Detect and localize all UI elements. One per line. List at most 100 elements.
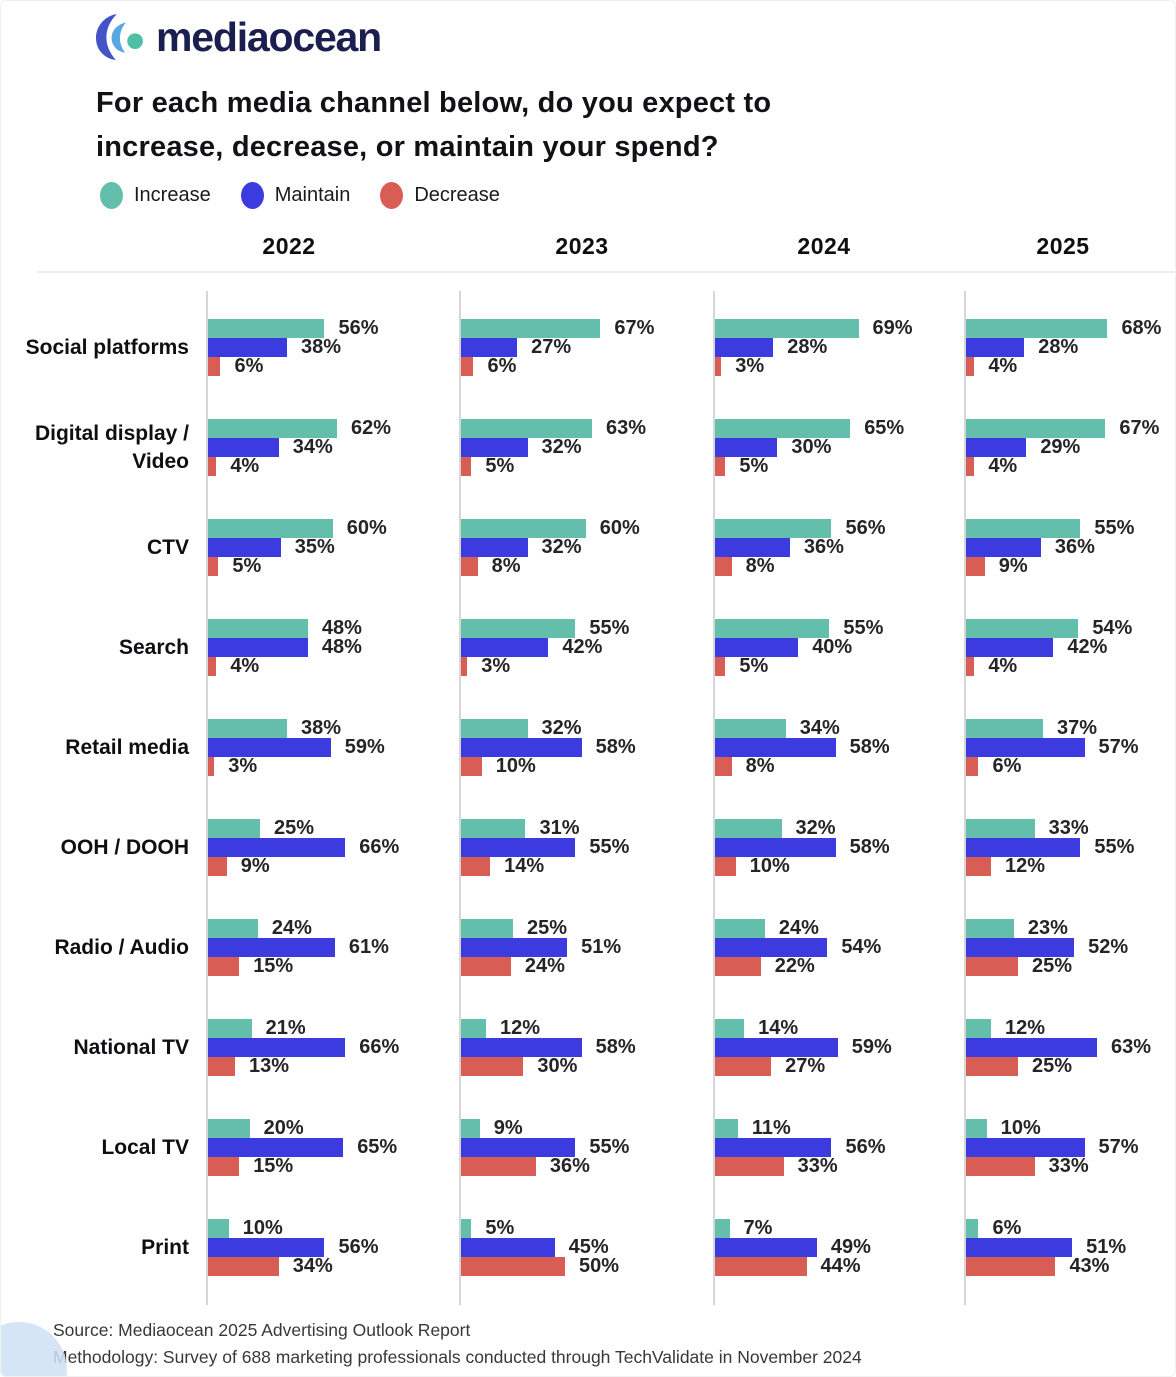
bar-value-label: 5% — [739, 655, 769, 677]
bar-group-2025: 55% 36% 9% — [966, 517, 1134, 577]
decrease-bar — [966, 957, 1018, 976]
bar-line: 12% — [966, 1017, 1151, 1039]
bar-value-label: 5% — [739, 455, 769, 477]
bar-value-label: 58% — [595, 1036, 636, 1058]
bar-value-label: 55% — [589, 836, 630, 858]
bar-value-label: 55% — [589, 617, 630, 639]
decrease-bar — [715, 657, 726, 676]
decrease-bar — [208, 757, 215, 776]
maintain-bar — [208, 338, 288, 357]
maintain-bar — [715, 338, 774, 357]
bar-line: 33% — [715, 1155, 886, 1177]
increase-bar — [461, 619, 576, 638]
bar-value-label: 15% — [253, 955, 294, 977]
bar-line: 10% — [966, 1117, 1139, 1139]
increase-bar — [966, 819, 1035, 838]
bar-line: 56% — [715, 1136, 886, 1158]
bar-line: 12% — [966, 855, 1134, 877]
bar-line: 24% — [208, 917, 389, 939]
legend-item-decrease: Decrease — [380, 182, 500, 209]
bar-value-label: 34% — [292, 1255, 333, 1277]
increase-bar — [715, 719, 786, 738]
bar-value-label: 32% — [541, 436, 582, 458]
bar-line: 44% — [715, 1255, 871, 1277]
bar-line: 34% — [208, 1255, 379, 1277]
bar-value-label: 24% — [271, 917, 312, 939]
bar-value-label: 36% — [549, 1155, 590, 1177]
bar-value-label: 9% — [493, 1117, 523, 1139]
bar-line: 4% — [966, 455, 1159, 477]
bar-line: 65% — [208, 1136, 397, 1158]
bar-line: 61% — [208, 936, 389, 958]
year-header-2023: 2023 — [555, 233, 609, 259]
bar-value-label: 35% — [294, 536, 335, 558]
bar-line: 4% — [966, 355, 1161, 377]
bar-line: 43% — [966, 1255, 1126, 1277]
year-header-2025: 2025 — [1036, 233, 1090, 259]
maintain-bar — [461, 538, 528, 557]
bar-value-label: 32% — [541, 536, 582, 558]
bar-line: 67% — [966, 417, 1160, 439]
bar-line: 32% — [461, 536, 640, 558]
increase-bar — [208, 819, 260, 838]
bar-line: 65% — [715, 417, 904, 439]
decrease-bar — [966, 357, 975, 376]
bar-group-2024: 32% 58% 10% — [715, 817, 890, 877]
mediaocean-logo: mediaocean — [94, 13, 382, 61]
bar-line: 5% — [715, 455, 904, 477]
channel-label: OOH / DOOH — [60, 835, 189, 859]
bar-line: 4% — [208, 655, 362, 677]
channel-label: Search — [118, 635, 189, 659]
increase-bar — [208, 1019, 252, 1038]
bar-value-label: 66% — [359, 1036, 400, 1058]
bar-group-2023: 25% 51% 24% — [461, 917, 621, 977]
chart-title: For each media channel below, do you exp… — [96, 81, 996, 169]
increase-bar — [461, 419, 593, 438]
bar-line: 25% — [461, 917, 621, 939]
bar-line: 36% — [461, 1155, 629, 1177]
maintain-bar — [208, 838, 346, 857]
bar-value-label: 54% — [1092, 617, 1133, 639]
maintain-bar — [461, 738, 582, 757]
maintain-bar — [715, 538, 790, 557]
bar-value-label: 3% — [481, 655, 511, 677]
bar-line: 42% — [461, 636, 629, 658]
bar-value-label: 58% — [595, 736, 636, 758]
decrease-bar — [715, 1157, 784, 1176]
decrease-dot-icon — [380, 182, 404, 209]
bar-line: 5% — [208, 555, 387, 577]
increase-dot-icon — [100, 182, 123, 209]
bar-line: 55% — [461, 1136, 629, 1158]
bar-group-2022: 56% 38% 6% — [208, 317, 379, 377]
increase-bar — [966, 619, 1079, 638]
bar-line: 8% — [715, 555, 886, 577]
bar-value-label: 27% — [531, 336, 572, 358]
decrease-bar — [208, 457, 217, 476]
channel-row: Local TV 20% 65% 15% 9% 55% 36% 11% 56% 33% 10% 57%… — [1, 1117, 1175, 1177]
bar-value-label: 7% — [743, 1217, 773, 1239]
decrease-bar — [208, 857, 227, 876]
maintain-bar — [461, 338, 518, 357]
bar-value-label: 6% — [487, 355, 517, 377]
bar-value-label: 27% — [785, 1055, 826, 1077]
bar-line: 57% — [966, 1136, 1139, 1158]
bar-value-label: 28% — [787, 336, 828, 358]
bar-value-label: 42% — [1067, 636, 1108, 658]
bar-line: 3% — [715, 355, 913, 377]
axis-line-2025 — [964, 291, 966, 1305]
bar-value-label: 5% — [485, 1217, 515, 1239]
bar-line: 52% — [966, 936, 1128, 958]
bar-value-label: 25% — [1032, 1055, 1073, 1077]
bar-value-label: 66% — [359, 836, 400, 858]
bar-line: 15% — [208, 1155, 397, 1177]
decrease-bar — [966, 757, 979, 776]
bar-value-label: 67% — [1119, 417, 1160, 439]
bar-value-label: 10% — [242, 1217, 283, 1239]
maintain-bar — [715, 1138, 832, 1157]
bar-group-2022: 62% 34% 4% — [208, 417, 391, 477]
bar-line: 66% — [208, 1036, 400, 1058]
bar-line: 68% — [966, 317, 1161, 339]
bar-value-label: 57% — [1098, 1136, 1139, 1158]
bar-line: 31% — [461, 817, 629, 839]
